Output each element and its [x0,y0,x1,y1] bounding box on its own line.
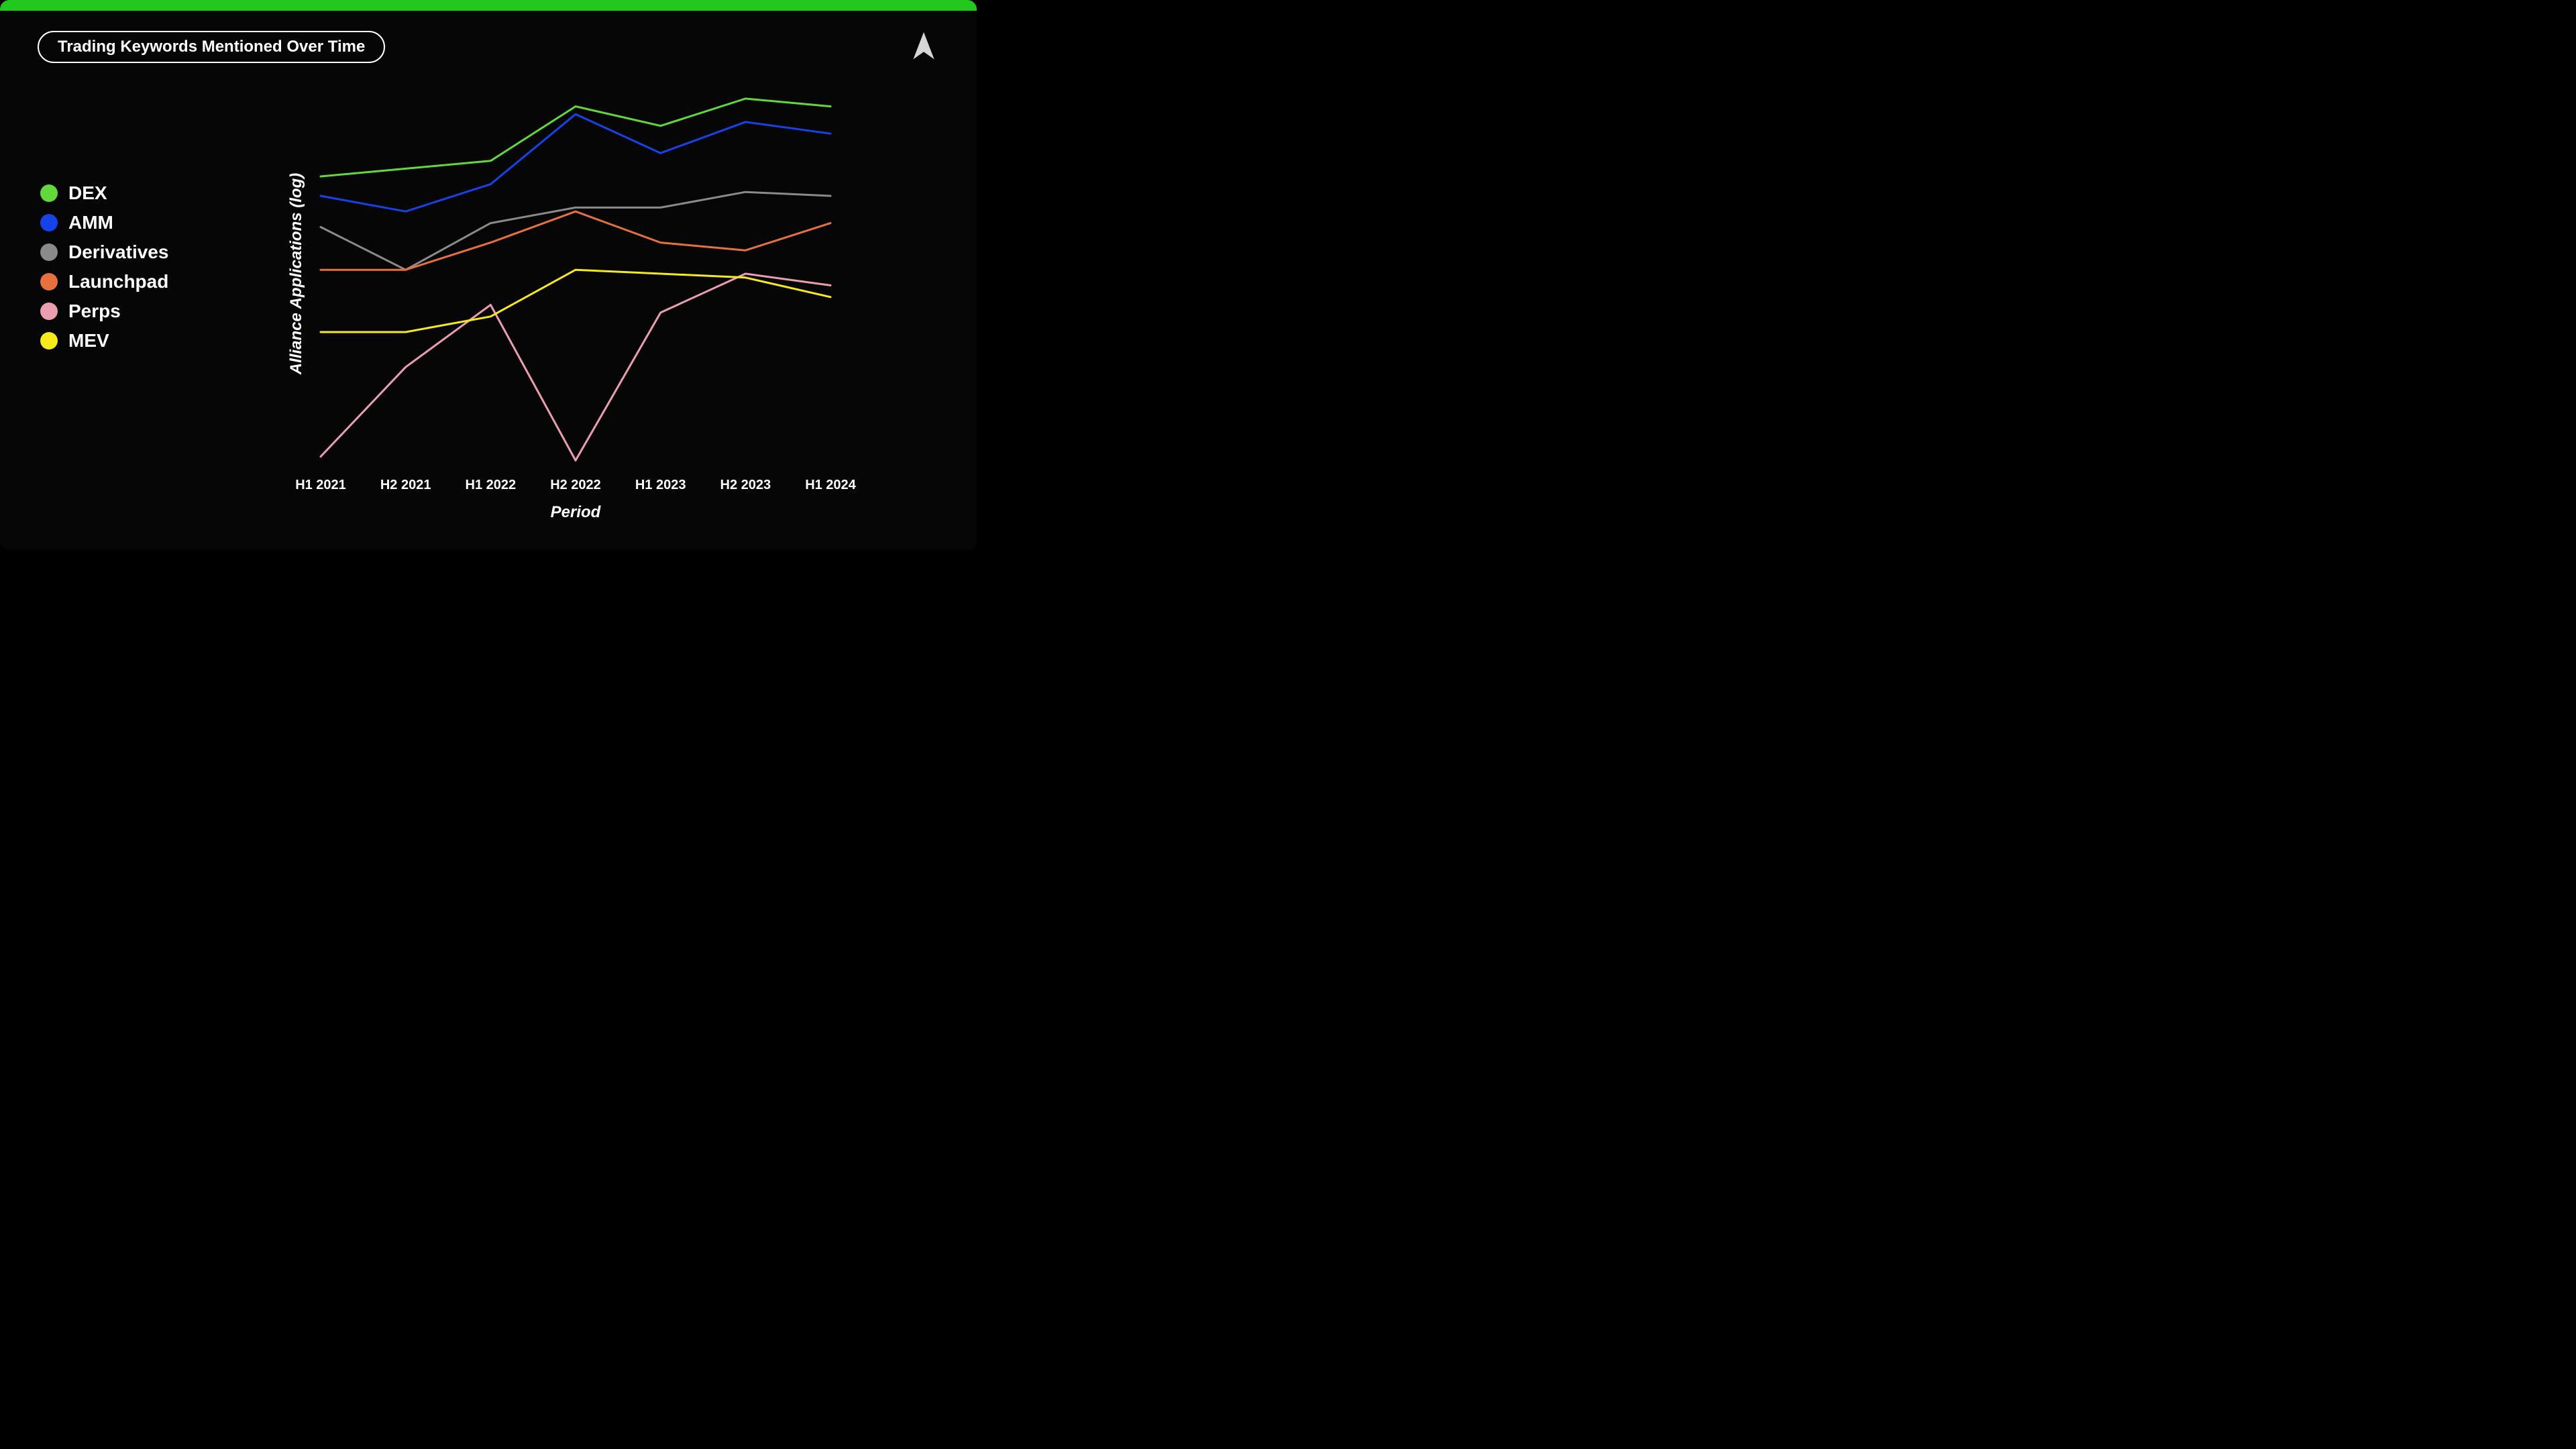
chart-title-text: Trading Keywords Mentioned Over Time [58,38,365,56]
series-line [321,99,830,176]
x-tick-label: H1 2022 [466,478,517,493]
legend-item: MEV [40,330,168,352]
line-plot [321,79,830,468]
legend-dot [40,332,58,350]
series-line [321,274,830,460]
x-tick-label: H2 2023 [720,478,771,493]
legend: DEX AMM Derivatives Launchpad Perps MEV [40,182,168,352]
legend-dot [40,214,58,231]
chart-card: Trading Keywords Mentioned Over Time DEX… [0,0,977,550]
series-line [321,114,830,211]
legend-item: AMM [40,212,168,233]
chart-title: Trading Keywords Mentioned Over Time [38,31,385,63]
chart-area: Alliance Applications (log) H1 2021 H2 20… [280,72,938,502]
x-tick-label: H1 2021 [295,478,346,493]
legend-label: AMM [68,212,113,233]
x-tick-label: H1 2024 [805,478,856,493]
top-accent-bar [0,0,977,11]
x-tick-label: H2 2022 [550,478,601,493]
legend-label: Launchpad [68,271,168,292]
x-tick-label: H1 2023 [635,478,686,493]
brand-logo [908,31,939,62]
legend-item: Launchpad [40,271,168,292]
legend-dot [40,244,58,261]
legend-dot [40,303,58,320]
legend-item: Derivatives [40,241,168,263]
series-line [321,192,830,270]
series-line [321,211,830,270]
legend-item: Perps [40,301,168,322]
legend-label: DEX [68,182,107,204]
legend-label: Perps [68,301,121,322]
legend-dot [40,184,58,202]
legend-label: MEV [68,330,109,352]
x-tick-label: H2 2021 [380,478,431,493]
series-line [321,270,830,332]
legend-label: Derivatives [68,241,168,263]
legend-dot [40,273,58,290]
legend-item: DEX [40,182,168,204]
x-axis-label: Period [551,503,601,522]
y-axis-label: Alliance Applications (log) [287,173,306,374]
